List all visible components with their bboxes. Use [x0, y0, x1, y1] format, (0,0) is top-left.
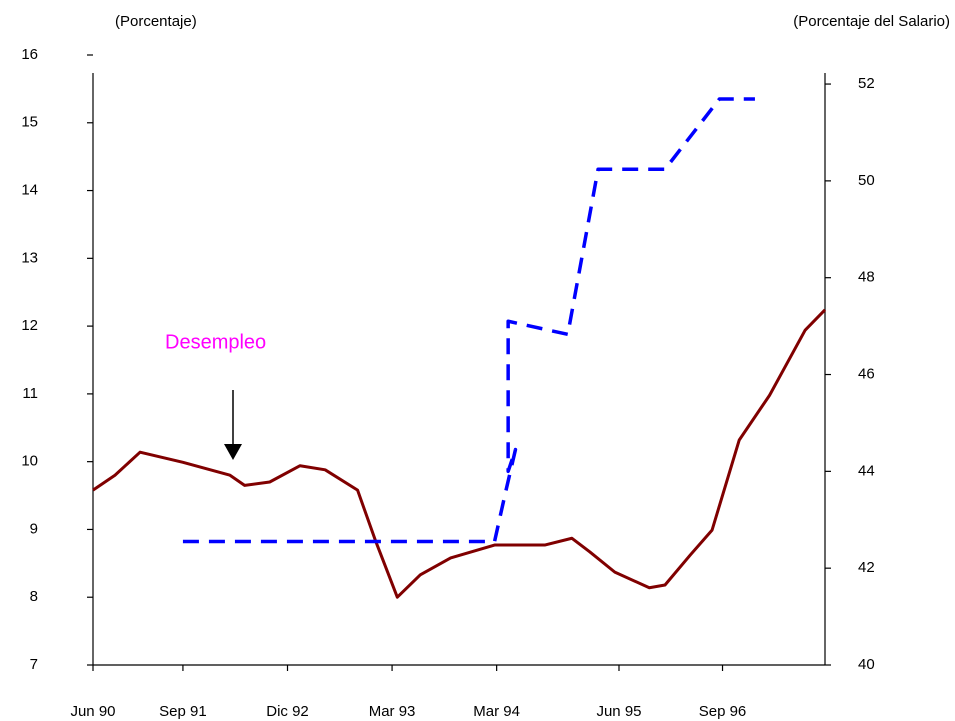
annotation: Desempleo	[165, 331, 266, 353]
y-tick-label: 15	[21, 114, 38, 131]
y-tick-label: 10	[21, 453, 38, 470]
x-tick-label: Sep 96	[699, 703, 747, 720]
y-tick-label: 9	[30, 520, 38, 537]
y2-tick-label: 46	[858, 365, 875, 382]
y-tick-label: 13	[21, 249, 38, 266]
y-tick-label: 11	[22, 385, 38, 402]
y2-axis-title: (Porcentaje del Salario)	[793, 13, 950, 30]
y2-tick-label: 44	[858, 462, 875, 479]
y-axis-title: (Porcentaje)	[115, 13, 197, 30]
y-tick-label: 8	[30, 588, 38, 605]
y-tick-label: 12	[21, 317, 38, 334]
arrow-head	[224, 444, 242, 460]
y2-tick-label: 52	[858, 75, 875, 92]
y-tick-label: 14	[21, 182, 38, 199]
x-tick-label: Mar 94	[473, 703, 520, 720]
x-tick-label: Jun 90	[70, 703, 115, 720]
x-tick-label: Jun 95	[596, 703, 641, 720]
y2-tick-label: 50	[858, 172, 875, 189]
y2-tick-label: 40	[858, 656, 875, 673]
y2-tick-label: 48	[858, 269, 875, 286]
x-tick-label: Sep 91	[159, 703, 207, 720]
data-line	[182, 97, 755, 544]
x-tick-label: Mar 93	[369, 703, 416, 720]
y2-tick-label: 42	[858, 559, 875, 576]
data-line	[92, 308, 827, 599]
y-tick-label: 16	[21, 46, 38, 63]
y-tick-label: 7	[30, 656, 38, 673]
x-tick-label: Dic 92	[266, 703, 309, 720]
